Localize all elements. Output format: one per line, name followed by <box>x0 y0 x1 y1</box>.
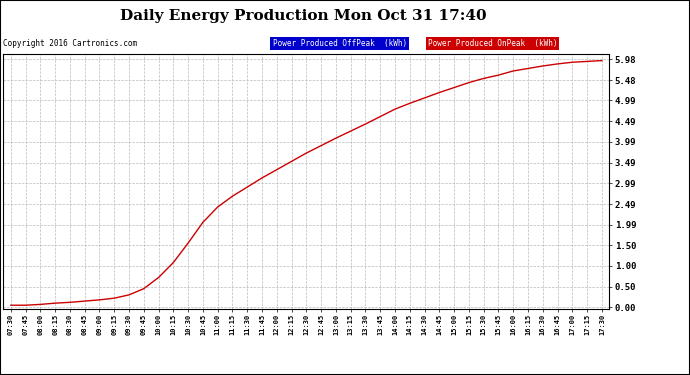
Text: Daily Energy Production Mon Oct 31 17:40: Daily Energy Production Mon Oct 31 17:40 <box>120 9 487 23</box>
Text: Power Produced OnPeak  (kWh): Power Produced OnPeak (kWh) <box>428 39 558 48</box>
Text: Copyright 2016 Cartronics.com: Copyright 2016 Cartronics.com <box>3 39 137 48</box>
Text: Power Produced OffPeak  (kWh): Power Produced OffPeak (kWh) <box>273 39 406 48</box>
